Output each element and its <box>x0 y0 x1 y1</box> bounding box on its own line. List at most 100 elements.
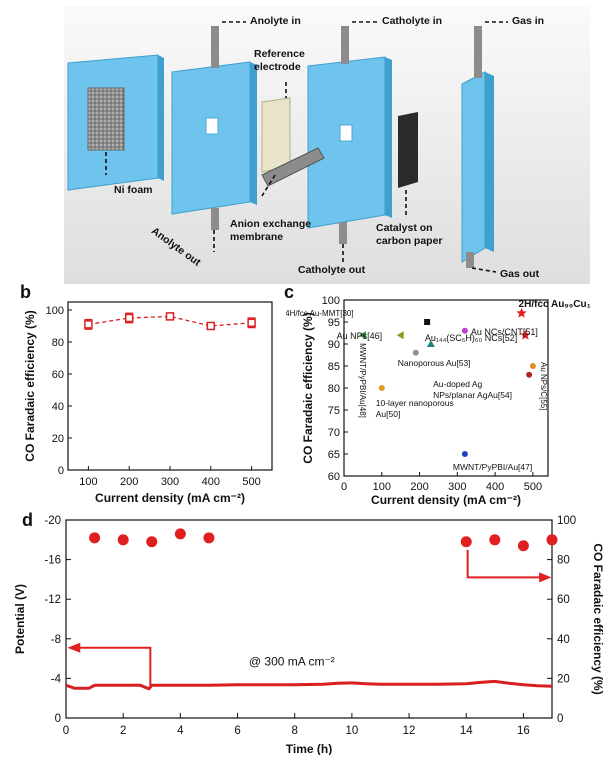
d-fe-point <box>117 534 129 546</box>
d-xtick-label: 16 <box>517 725 530 737</box>
d-y2tick-label: 60 <box>557 594 570 606</box>
c-point-label: MWNT/PyPBI/Au[47] <box>453 462 532 472</box>
c-ytick-label: 90 <box>328 339 340 351</box>
d-xtick-label: 8 <box>292 725 298 737</box>
anode-end-plate-side <box>158 55 164 181</box>
c-point-label: MWNT/PyPBI/Au[48] <box>358 343 367 418</box>
b-xtick-label: 300 <box>161 476 179 488</box>
b-ytick-label: 100 <box>46 305 64 317</box>
c-marker-circle <box>461 327 468 334</box>
d-xtick-label: 14 <box>460 725 473 737</box>
anolyte-inlet-tube <box>211 26 219 68</box>
label-ni-foam: Ni foam <box>114 184 153 196</box>
d-xtick-label: 10 <box>345 725 358 737</box>
c-marker-circle <box>378 385 385 391</box>
c-marker-triangle-left <box>358 331 366 340</box>
catholyte-inlet-tube <box>341 26 349 64</box>
d-annotation: @ 300 mA cm⁻² <box>249 655 335 669</box>
anolyte-window <box>205 117 219 135</box>
label-anion-exchange-membrane: Anion exchange membrane <box>230 218 312 243</box>
d-y2tick-label: 100 <box>557 515 576 527</box>
c-marker-star <box>516 307 527 318</box>
label-gas-in: Gas in <box>512 15 545 27</box>
panel-letter-c: c <box>284 282 295 302</box>
ni-foam <box>87 87 125 151</box>
c-xtick-label: 100 <box>373 481 391 493</box>
b-yaxis-title: CO Faradaic efficiency (%) <box>23 310 37 461</box>
d-yaxis-title: Potential (V) <box>13 584 27 654</box>
c-ytick-label: 80 <box>328 383 340 395</box>
c-point-label: 4H/fcc Au-MMT[30] <box>286 309 354 318</box>
anolyte-outlet-tube <box>211 208 219 230</box>
d-fe-point <box>517 540 529 552</box>
d-right-axis-arrowhead <box>539 572 552 583</box>
c-point-label: Au NPs/C[55] <box>539 362 548 410</box>
b-ytick-label: 60 <box>52 369 64 381</box>
c-marker-star <box>520 329 531 340</box>
d-xtick-label: 0 <box>63 725 69 737</box>
c-xtick-label: 200 <box>410 481 428 493</box>
d-ytick-label: 0 <box>55 713 61 725</box>
c-xtick-label: 500 <box>524 481 542 493</box>
c-ytick-label: 70 <box>328 427 340 439</box>
d-xtick-label: 6 <box>234 725 240 737</box>
d-ytick-label: -16 <box>44 555 61 567</box>
d-ytick-label: -20 <box>44 515 61 527</box>
d-left-axis-arrow <box>71 646 152 686</box>
c-xtick-label: 300 <box>448 481 466 493</box>
anolyte-chamber-side <box>250 62 257 205</box>
panel-letter-b: b <box>20 282 31 302</box>
b-ytick-label: 0 <box>58 465 64 477</box>
d-y2tick-label: 40 <box>557 634 570 646</box>
catalyst-carbon-paper <box>398 112 418 188</box>
chart-d-frame <box>65 519 553 719</box>
d-fe-point <box>203 532 215 544</box>
catholyte-outlet-tube <box>339 222 347 244</box>
c-xaxis-title: Current density (mA cm⁻²) <box>371 493 521 507</box>
b-xtick-label: 200 <box>120 476 138 488</box>
c-marker-square <box>424 319 431 325</box>
b-ytick-label: 40 <box>52 401 64 413</box>
anion-exchange-membrane <box>261 97 291 173</box>
c-marker-circle <box>529 363 536 369</box>
chart-c-comparison-scatter: 60 65 70 75 80 85 90 95 100 0 100 200 300 400 500Curre… <box>286 295 591 507</box>
c-ytick-label: 100 <box>322 295 340 307</box>
d-ytick-label: -12 <box>44 594 61 606</box>
gas-outlet-tube <box>466 252 474 268</box>
b-data-point <box>206 321 216 331</box>
b-data-point <box>84 320 93 329</box>
c-point-label: 2H/fcc Au₉₉Cu₁ <box>519 299 591 310</box>
d-fe-point <box>89 532 101 544</box>
label-anolyte-in: Anolyte in <box>250 15 301 27</box>
c-ytick-label: 95 <box>328 317 340 329</box>
d-xaxis-title: Time (h) <box>286 742 332 755</box>
c-ytick-label: 65 <box>328 449 340 461</box>
d-left-axis-arrowhead <box>67 642 81 653</box>
flow-cell-illustration <box>64 6 590 284</box>
d-right-axis-arrow <box>466 549 547 579</box>
c-point-label: Au NCs/CNT[51] <box>471 327 538 337</box>
c-ytick-label: 85 <box>328 361 340 373</box>
b-xtick-label: 100 <box>79 476 97 488</box>
c-marker-circle <box>526 371 533 378</box>
d-fe-point <box>146 536 158 548</box>
d-ytick-label: -8 <box>51 634 61 646</box>
d-y2axis-title: CO Faradaic efficiency (%) <box>591 543 605 694</box>
c-yaxis-title: CO Faradaic efficiency (%) <box>301 312 315 463</box>
label-catholyte-out: Catholyte out <box>298 264 366 276</box>
d-fe-point <box>489 534 501 546</box>
d-xtick-label: 4 <box>177 725 184 737</box>
b-data-point <box>247 318 256 328</box>
d-y2tick-label: 0 <box>557 713 563 725</box>
anolyte-chamber-plate <box>171 61 251 215</box>
c-xtick-label: 0 <box>341 481 347 493</box>
b-xtick-label: 400 <box>202 476 220 488</box>
label-catalyst-carbon-paper: Catalyst on carbon paper <box>376 222 443 247</box>
d-fe-point <box>174 528 186 540</box>
d-xtick-label: 2 <box>120 725 126 737</box>
chart-b-faradaic-efficiency: 0 20 40 60 80 100 100 200 300 400 500 Current densi… <box>23 301 273 505</box>
gas-inlet-tube <box>474 26 482 78</box>
c-ytick-label: 60 <box>328 471 340 483</box>
b-data-point <box>124 313 134 323</box>
